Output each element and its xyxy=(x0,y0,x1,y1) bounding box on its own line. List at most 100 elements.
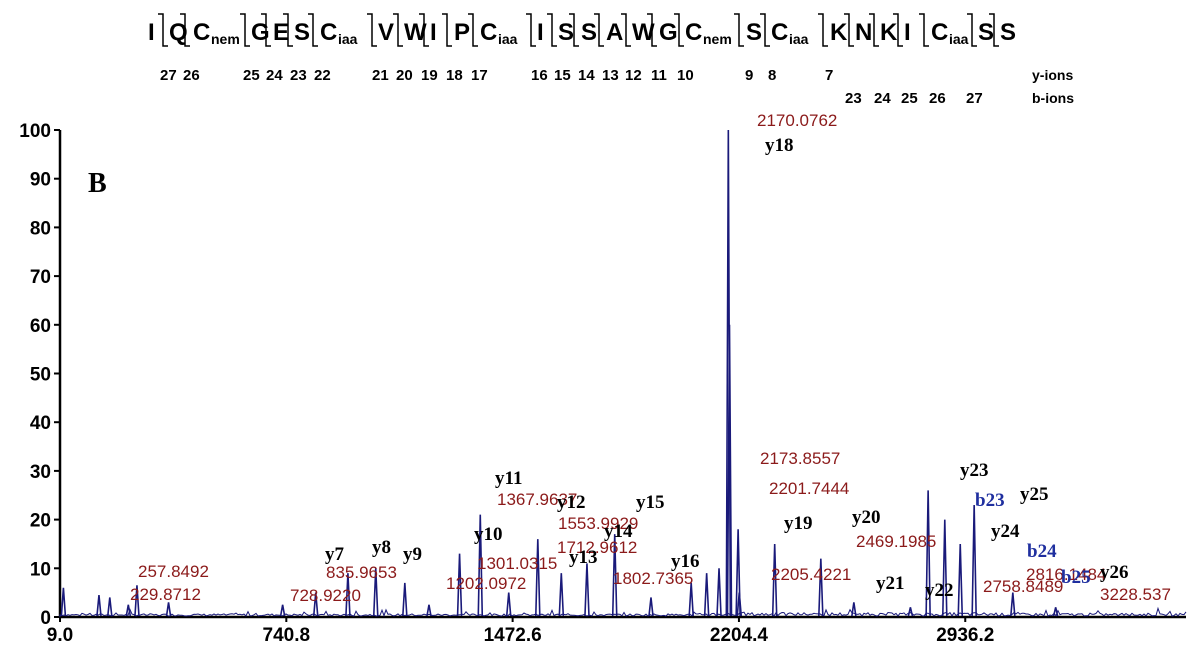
residue-modification: iaa xyxy=(949,31,969,47)
baseline-noise-trace xyxy=(59,606,1187,618)
y-tick-label: 100 xyxy=(19,121,51,142)
sequence-residue: W xyxy=(632,19,655,46)
mz-label: 1553.9929 xyxy=(558,514,638,533)
y-ion-number: 7 xyxy=(825,67,833,84)
b-ion-number: 26 xyxy=(929,90,946,107)
fragment-cut-mark xyxy=(442,13,452,47)
sequence-residue: G xyxy=(251,19,270,46)
mz-label: 3228.537 xyxy=(1100,585,1171,604)
ion-annotation: y22 xyxy=(925,580,954,601)
mz-label: 1802.7365 xyxy=(613,569,693,588)
ion-annotation: b23 xyxy=(975,490,1005,511)
mz-labels: 257.8492 229.8712 728.9220 835.9653 1202.097… xyxy=(130,111,1171,605)
y-tick-label: 40 xyxy=(30,413,51,434)
sequence-residue: C xyxy=(685,19,702,46)
mz-label: 2173.8557 xyxy=(760,449,840,468)
ion-annotation: y15 xyxy=(636,492,665,513)
fragment-cut-mark xyxy=(367,13,377,47)
fragment-cut-mark xyxy=(468,13,478,47)
ion-annotation: y12 xyxy=(557,492,586,513)
ion-annotation: y7 xyxy=(325,544,345,565)
spectrum-peak xyxy=(818,558,824,617)
spectrum-peak xyxy=(735,529,741,617)
y-tick-label: 50 xyxy=(30,365,51,386)
y-ion-number: 18 xyxy=(446,67,463,84)
sequence-residue: S xyxy=(978,19,994,46)
fragment-cut-mark xyxy=(674,13,684,47)
spectrum-peak xyxy=(688,582,694,617)
fragment-cut-mark xyxy=(818,13,828,47)
spectrum-peak xyxy=(716,568,722,617)
ion-annotation: y18 xyxy=(765,135,794,156)
y-ion-number: 22 xyxy=(314,67,331,84)
fragment-cut-mark xyxy=(393,13,403,47)
sequence-residue: C xyxy=(480,19,497,46)
y-tick-label: 70 xyxy=(30,267,51,288)
y-tick-label: 10 xyxy=(30,559,51,580)
y-tick-label: 20 xyxy=(30,511,51,532)
spectrum-peak xyxy=(60,587,67,617)
sequence-residue: S xyxy=(1000,19,1016,46)
fragment-cut-mark xyxy=(158,13,168,47)
mz-label: 1202.0972 xyxy=(446,574,526,593)
mz-label: 1367.9637 xyxy=(497,490,577,509)
sequence-residue: V xyxy=(378,19,394,46)
spectrum-peak xyxy=(312,592,319,617)
y-ion-number: 9 xyxy=(745,67,753,84)
y-ion-number: 11 xyxy=(651,67,667,84)
spectrum-peak xyxy=(736,592,743,617)
panel-label: B xyxy=(88,168,107,199)
sequence-residue: G xyxy=(659,19,678,46)
spectrum-peak xyxy=(726,324,733,617)
ion-annotation: y8 xyxy=(372,537,391,558)
fragment-cut-mark xyxy=(261,13,271,47)
y-ion-number: 8 xyxy=(768,67,776,84)
sequence-residue: W xyxy=(404,19,427,46)
ion-annotation: y11 xyxy=(495,468,522,489)
spectrum-peak xyxy=(648,597,654,617)
sequence-residue: S xyxy=(581,19,597,46)
spectrum-peak xyxy=(345,573,351,617)
b-ion-number: 24 xyxy=(874,90,891,107)
spectrum-peak xyxy=(456,553,463,617)
fragment-cut-mark xyxy=(734,13,744,47)
fragment-cut-mark xyxy=(594,13,604,47)
x-tick-label: 9.0 xyxy=(47,625,73,646)
ion-annotation: y25 xyxy=(1020,484,1049,505)
ion-annotation: y19 xyxy=(784,513,813,534)
y-ticks: 0 10 20 30 40 50 60 70 80 90 100 xyxy=(19,121,60,629)
spectrum-peak xyxy=(505,592,512,617)
mz-label: 835.9653 xyxy=(326,563,397,582)
fragment-cut-mark xyxy=(919,13,929,47)
spectrum-peak xyxy=(134,585,140,617)
y-ion-number: 14 xyxy=(578,67,595,84)
x-tick-label: 1472.6 xyxy=(484,625,542,646)
sequence-residue: I xyxy=(904,19,911,46)
y-ions-label: y-ions xyxy=(1032,67,1073,83)
residue-modification: nem xyxy=(703,31,732,47)
mz-label: 2758.8489 xyxy=(983,577,1063,596)
spectrum-peak xyxy=(1052,607,1059,617)
x-tick-label: 2936.2 xyxy=(936,625,994,646)
fragment-cut-mark xyxy=(844,13,854,47)
spectrum-peaks xyxy=(60,129,1059,617)
sequence-residue: P xyxy=(454,19,470,46)
mz-label: 2201.7444 xyxy=(769,479,849,498)
fragment-cut-mark xyxy=(869,13,879,47)
residue-modification: iaa xyxy=(789,31,809,47)
spectrum-peak xyxy=(125,604,132,617)
sequence-residue: S xyxy=(746,19,762,46)
spectrum-peak xyxy=(851,602,857,617)
mz-label: 728.9220 xyxy=(290,586,361,605)
mz-label: 2469.1985 xyxy=(856,532,936,551)
fragment-cut-mark xyxy=(419,13,429,47)
b-ion-number: 23 xyxy=(845,90,862,107)
spectrum-peak xyxy=(971,504,977,617)
y-ion-number: 15 xyxy=(554,67,571,84)
fragment-cut-mark xyxy=(308,13,318,47)
ion-annotation: b25 xyxy=(1061,567,1091,588)
spectrum-peak xyxy=(925,490,931,617)
fragment-cut-mark xyxy=(893,13,903,47)
